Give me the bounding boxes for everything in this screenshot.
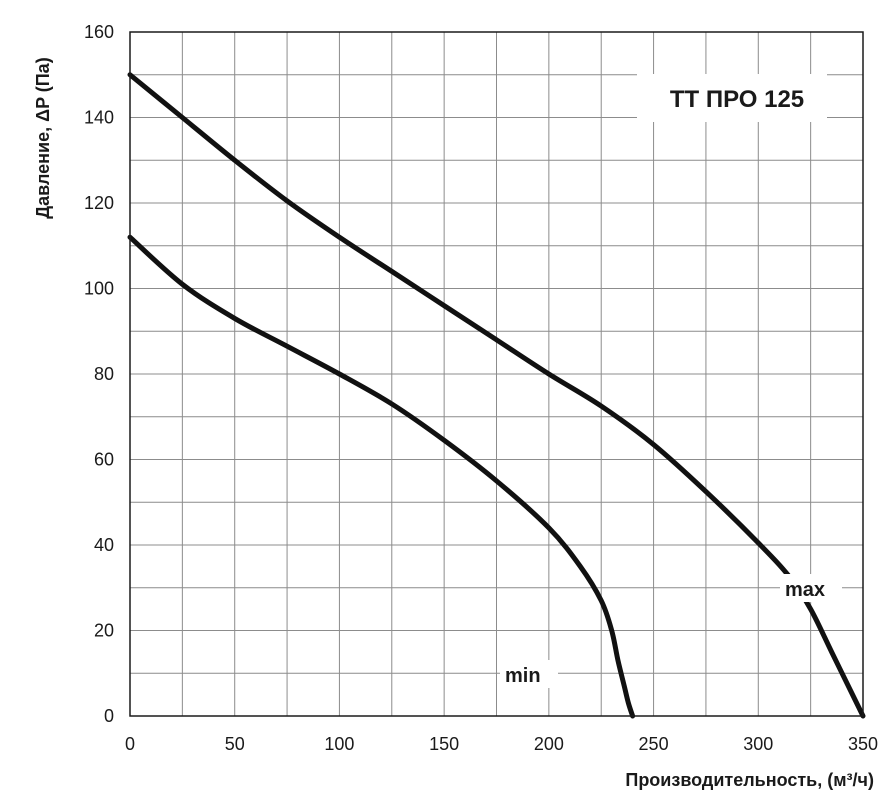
y-tick-label: 20 — [94, 621, 114, 641]
x-tick-label: 250 — [639, 734, 669, 754]
x-tick-label: 0 — [125, 734, 135, 754]
y-tick-label: 40 — [94, 535, 114, 555]
y-tick-label: 140 — [84, 108, 114, 128]
plot-frame — [129, 31, 864, 717]
series-label-max: max — [785, 579, 825, 601]
series-label-min-background — [500, 660, 558, 688]
y-tick-label: 160 — [84, 22, 114, 42]
x-tick-label: 200 — [534, 734, 564, 754]
series-line-max — [127, 72, 866, 719]
y-tick-label: 60 — [94, 450, 114, 470]
curves — [127, 72, 866, 719]
series-label-max-background — [780, 574, 842, 602]
x-axis-ticks: 0 50 100 150 200 250 300 350 — [125, 734, 878, 754]
chart-title-background — [637, 74, 827, 122]
x-tick-label: 50 — [225, 734, 245, 754]
x-tick-label: 300 — [743, 734, 773, 754]
y-axis-title: Давление, ΔP (Па) — [33, 57, 53, 218]
series-label-min: min — [505, 665, 541, 687]
y-tick-label: 100 — [84, 279, 114, 299]
y-tick-label: 0 — [104, 706, 114, 726]
y-axis-ticks: 0 20 40 60 80 100 120 140 160 — [84, 22, 114, 726]
x-tick-label: 100 — [324, 734, 354, 754]
series-line-min — [127, 234, 636, 719]
x-tick-label: 150 — [429, 734, 459, 754]
y-tick-label: 120 — [84, 193, 114, 213]
x-tick-label: 350 — [848, 734, 878, 754]
y-tick-label: 80 — [94, 364, 114, 384]
chart-title: TT ПРО 125 — [670, 86, 804, 113]
x-axis-title: Производительность, (м³/ч) — [625, 770, 874, 790]
